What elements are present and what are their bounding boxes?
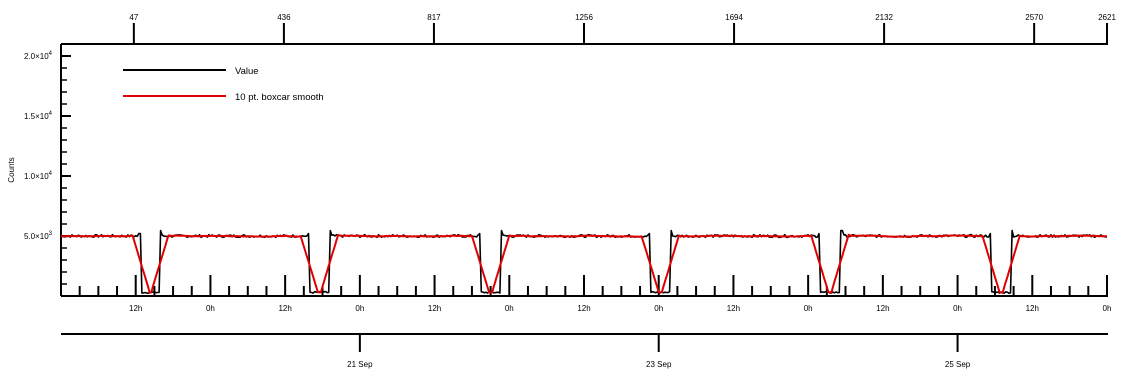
hour-tick-label: 12h [727, 304, 740, 313]
top-axis-tick-label: 47 [129, 13, 138, 22]
hour-tick-label: 0h [804, 304, 813, 313]
top-axis-tick-label: 2132 [875, 13, 893, 22]
hour-tick-label: 0h [953, 304, 962, 313]
y-axis-title: Counts [7, 157, 16, 182]
top-axis-tick-label: 436 [277, 13, 291, 22]
top-axis-tick-label: 2621 [1098, 13, 1116, 22]
hour-tick-label: 0h [505, 304, 514, 313]
y-tick-label: 5.0×103 [24, 231, 53, 241]
date-tick-label: 25 Sep [945, 360, 971, 369]
hour-tick-label: 0h [654, 304, 663, 313]
hour-tick-label: 12h [1026, 304, 1039, 313]
hour-tick-label: 0h [206, 304, 215, 313]
date-tick-label: 23 Sep [646, 360, 672, 369]
series-layer [60, 229, 1108, 295]
legend: Value 10 pt. boxcar smooth [123, 66, 324, 103]
hour-tick-label: 12h [278, 304, 291, 313]
legend-label-value: Value [235, 66, 259, 77]
y-tick-exponent: 4 [49, 111, 53, 117]
y-tick-label: 1.0×104 [24, 171, 53, 181]
y-tick-label: 1.5×104 [24, 111, 53, 121]
top-axis-tick-label: 1694 [725, 13, 743, 22]
y-tick-mantissa: 1.0×10 [24, 172, 49, 181]
y-tick-mantissa: 1.5×10 [24, 112, 49, 121]
top-axis-tick-label: 817 [427, 13, 441, 22]
y-tick-mantissa: 5.0×10 [24, 232, 49, 241]
series-line-smooth [60, 233, 1108, 294]
y-tick-mantissa: 2.0×10 [24, 52, 49, 61]
legend-label-smooth: 10 pt. boxcar smooth [235, 92, 324, 103]
y-tick-exponent: 4 [49, 51, 53, 57]
hour-tick-label: 12h [129, 304, 142, 313]
top-axis-tick-label: 1256 [575, 13, 593, 22]
hour-tick-label: 12h [577, 304, 590, 313]
axes-frame: 47 436 817 1256 1694 2132 2570 2621 5.0×103 1.0×1… [7, 13, 1116, 369]
hour-tick-label: 12h [428, 304, 441, 313]
y-tick-exponent: 3 [49, 231, 53, 237]
date-tick-label: 21 Sep [347, 360, 373, 369]
hour-tick-label: 0h [1103, 304, 1112, 313]
y-tick-exponent: 4 [49, 171, 53, 177]
y-tick-label: 2.0×104 [24, 51, 53, 61]
top-axis-tick-label: 2570 [1025, 13, 1043, 22]
hour-tick-label: 0h [355, 304, 364, 313]
hour-tick-label: 12h [876, 304, 889, 313]
